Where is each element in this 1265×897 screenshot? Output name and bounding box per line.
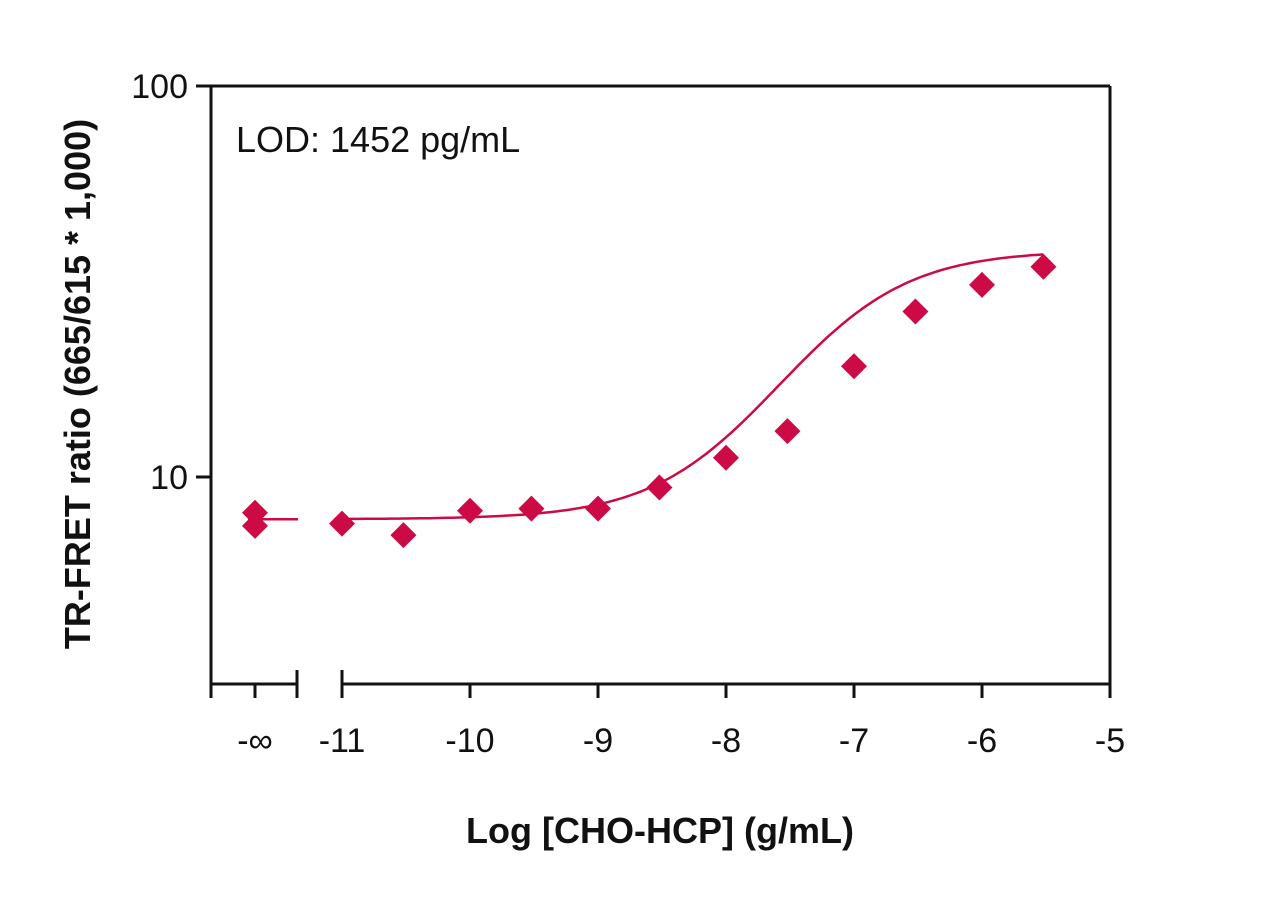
data-point — [646, 474, 673, 501]
lod-annotation: LOD: 1452 pg/mL — [236, 119, 520, 160]
x-tick-label: -6 — [967, 722, 997, 760]
y-tick-label: 10 — [150, 459, 188, 497]
data-point — [841, 353, 867, 380]
x-tick-label: -10 — [445, 722, 494, 760]
data-point — [713, 444, 739, 471]
data-point — [1030, 253, 1057, 280]
x-tick-label: -9 — [583, 722, 613, 760]
ticks-layer: -∞ -11 -10 -9 -8 -7 -6 -5 10 100 — [131, 68, 1125, 760]
x-tick-label: -∞ — [237, 722, 273, 760]
y-axis-title: TR-FRET ratio (665/615 * 1,000) — [57, 119, 98, 649]
data-point — [518, 495, 545, 522]
x-tick-label: -7 — [839, 722, 869, 760]
x-axis-title: Log [CHO-HCP] (g/mL) — [466, 810, 854, 851]
data-point — [585, 495, 611, 522]
data-point — [774, 418, 801, 445]
data-point — [969, 271, 995, 298]
fit-curve — [342, 253, 1044, 521]
data-point — [902, 298, 929, 325]
data-point-zero-dose — [242, 499, 268, 526]
y-tick-label: 100 — [131, 68, 188, 106]
fit-layer — [248, 253, 1044, 521]
data-point — [390, 522, 417, 549]
x-tick-label: -11 — [319, 722, 366, 760]
plot-frame — [209, 84, 1112, 698]
data-point-zero-dose — [242, 512, 268, 539]
x-tick-label: -5 — [1095, 722, 1125, 760]
x-tick-label: -8 — [711, 722, 741, 760]
data-point — [457, 497, 483, 524]
data-point — [329, 510, 355, 537]
points-layer — [242, 253, 1057, 549]
